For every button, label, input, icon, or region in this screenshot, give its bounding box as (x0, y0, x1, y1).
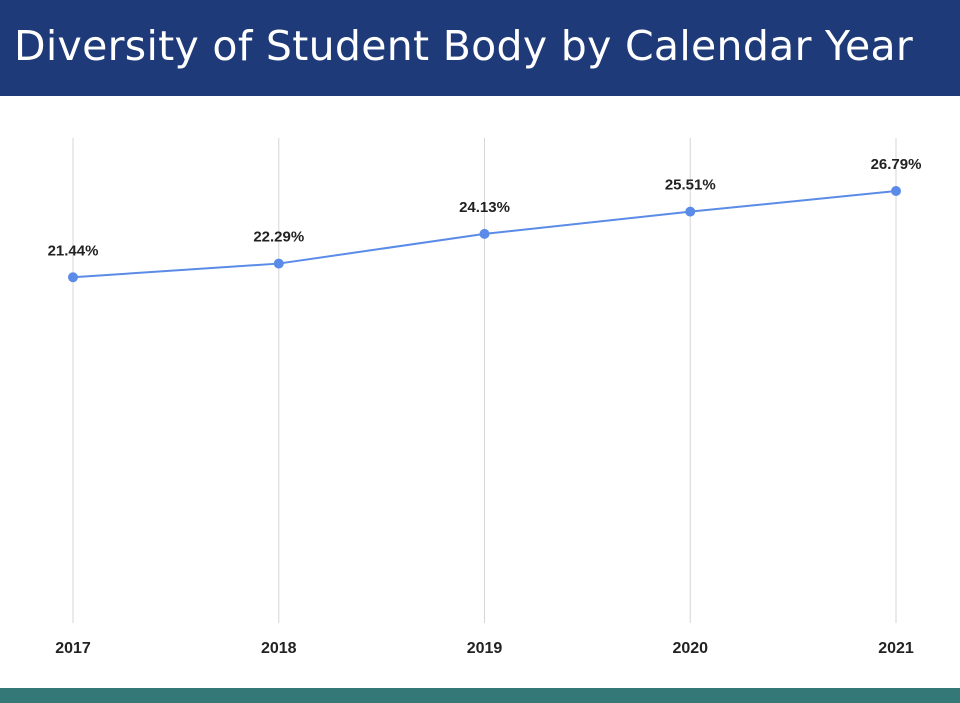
data-label-2019: 24.13% (459, 199, 510, 216)
x-axis-ticks: 2017 2018 2019 2020 2021 (55, 640, 914, 657)
x-tick-2018: 2018 (261, 640, 297, 657)
x-tick-2017: 2017 (55, 640, 91, 657)
data-point-2017 (68, 272, 78, 283)
data-point-2021 (891, 186, 901, 196)
data-labels: 21.44% 22.29% 24.13% 25.51% 26.79% (48, 156, 922, 259)
data-point-2018 (273, 258, 284, 269)
grid-lines (72, 138, 897, 623)
data-label-2018: 22.29% (253, 229, 304, 246)
data-label-2021: 26.79% (871, 156, 922, 173)
chart-area: 21.44% 22.29% 24.13% 25.51% 26.79% 2017 2018 2… (0, 96, 960, 686)
x-tick-2021: 2021 (878, 640, 914, 657)
x-tick-2020: 2020 (672, 640, 708, 657)
page-title: Diversity of Student Body by Calendar Ye… (14, 22, 914, 70)
data-point-2020 (685, 206, 696, 217)
line-chart: 21.44%22.29%24.13%25.51%26.79% 2017 2018 2… (48, 138, 922, 657)
data-label-2017: 21.44% (48, 242, 99, 259)
title-bar: Diversity of Student Body by Calendar Ye… (0, 0, 960, 96)
footer-bar (0, 688, 960, 703)
data-point-2019 (479, 228, 490, 239)
data-points (68, 186, 901, 283)
x-tick-2019: 2019 (467, 640, 503, 657)
data-label-2020: 25.51% (665, 177, 716, 194)
